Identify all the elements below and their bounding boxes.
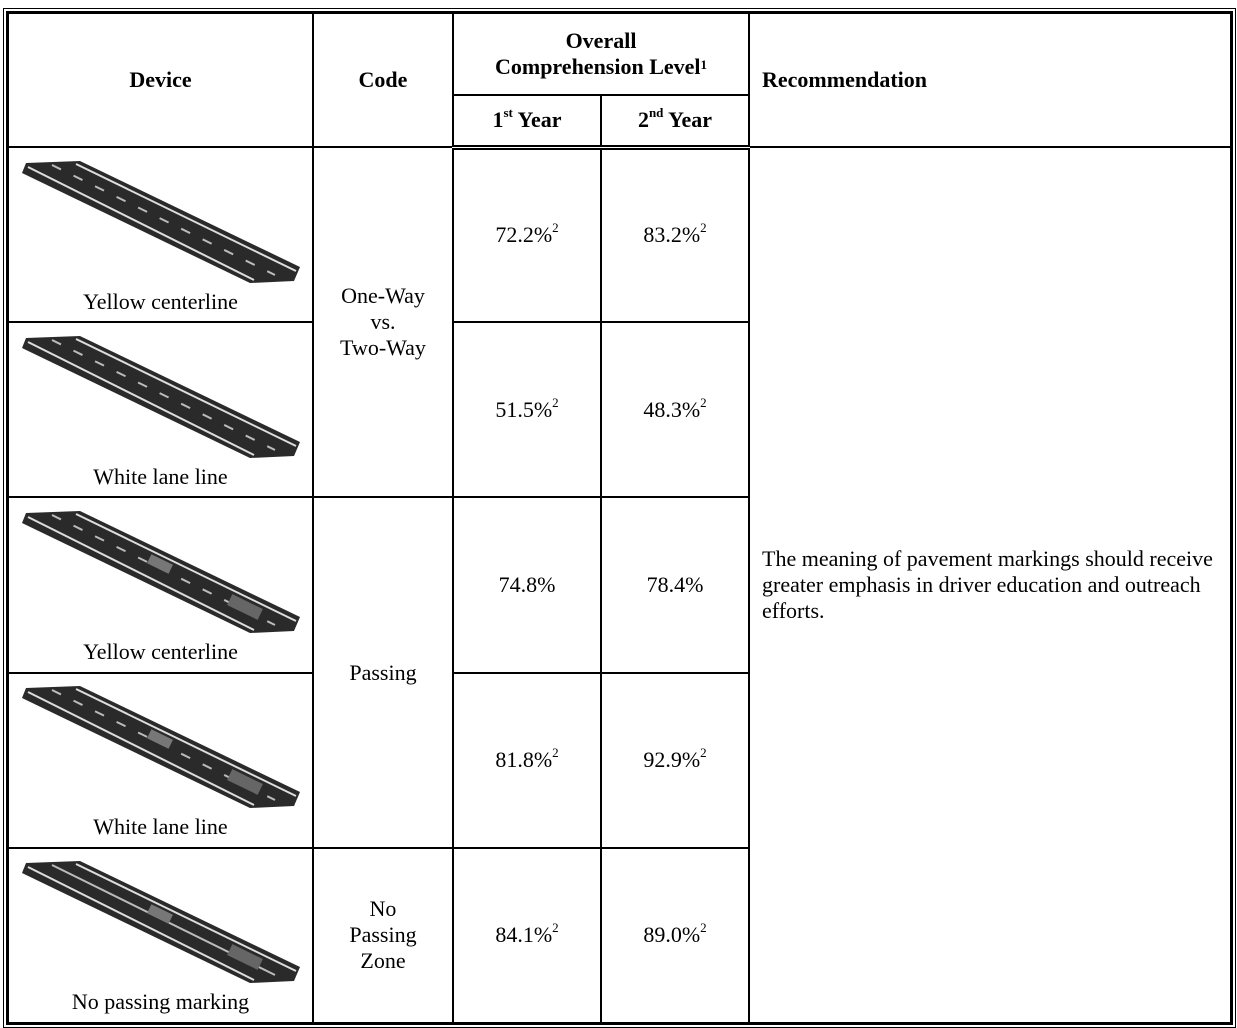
road-edge [75,688,297,798]
vehicle [147,729,173,749]
road-edge [27,516,255,631]
device-cell: White lane line [7,671,314,849]
code-cell: Passing [312,496,454,849]
year2-cell: 89.0%2 [599,846,751,1025]
footnote-mark: 2 [700,394,707,410]
header-code: Code [312,12,454,148]
table-frame: Device Code Overall Comprehension Level1 … [3,8,1236,1028]
footnote-mark: 2 [552,745,559,761]
year-sup: st [503,105,513,121]
percentage: 81.8% [495,747,553,773]
code-cell: No Passing Zone [312,846,454,1025]
percentage: 92.9% [643,747,701,773]
recommendation-cell: The meaning of pavement markings should … [748,146,1232,1024]
road-edge [75,162,297,272]
road-illustration [22,686,300,809]
year2-cell: 83.2%2 [599,145,751,324]
year-sup: nd [648,105,664,121]
road-edge [27,340,255,456]
percentage: 74.8% [498,571,556,597]
percentage: 48.3% [643,396,701,422]
code-line: Two-Way [340,335,426,361]
year1-cell: 51.5%2 [452,321,602,499]
code-cell: One-Way vs. Two-Way [312,145,454,499]
year2-cell: 78.4% [599,496,751,674]
road-illustration [22,861,300,984]
footnote-mark: 2 [700,745,707,761]
comprehension-table: Device Code Overall Comprehension Level1 … [7,12,1232,1025]
code-line: Passing [349,922,417,948]
device-caption: No passing marking [71,989,250,1015]
header-line: Comprehension Level [494,54,701,79]
vehicle [227,769,263,796]
code-line: vs. [370,309,396,335]
device-cell: Yellow centerline [7,496,314,674]
footnote-mark: 2 [700,220,707,236]
footnote-mark: 2 [700,920,707,936]
code-line: One-Way [341,283,425,309]
header-year1: 1st Year [452,94,602,150]
road [22,160,300,283]
device-caption: Yellow centerline [83,288,238,314]
footnote-mark: 2 [552,394,559,410]
percentage: 51.5% [495,396,553,422]
year1-cell: 84.1%2 [452,846,602,1025]
percentage: 78.4% [646,571,704,597]
road-edge [27,866,255,982]
percentage: 83.2% [643,222,701,248]
device-caption: Yellow centerline [83,638,238,664]
year-word: Year [668,107,713,133]
percentage: 84.1% [495,922,553,948]
header-overall: Overall Comprehension Level1 [451,12,751,96]
year1-cell: 74.8% [452,496,602,674]
header-line: Comprehension Level1 [454,54,748,80]
code-line: Passing [349,659,417,685]
vehicle [147,554,173,574]
year2-cell: 92.9%2 [599,671,751,849]
device-caption: White lane line [93,463,228,489]
road [22,335,300,458]
year1-cell: 81.8%2 [452,671,602,849]
road-illustration [22,160,300,283]
header-year2: 2nd Year [599,94,751,150]
year1-cell: 72.2%2 [452,145,602,324]
road-illustration [22,335,300,458]
header-device: Device [7,12,314,148]
code-line: Zone [360,948,406,974]
road-edge [75,863,297,973]
vehicle [227,594,263,620]
year-word: Year [517,107,562,133]
percentage: 89.0% [643,922,701,948]
road-edge [75,513,297,622]
road-edge [75,337,297,447]
road-edge [27,691,255,807]
year-num: 2 [637,107,649,133]
footnote-mark: 1 [700,57,708,72]
vehicle [147,904,173,925]
device-cell: White lane line [7,321,314,499]
device-cell: Yellow centerline [7,145,314,324]
device-cell: No passing marking [7,846,314,1025]
road-edge [27,165,255,281]
year2-cell: 48.3%2 [599,321,751,499]
road-illustration [22,510,300,633]
device-caption: White lane line [93,814,228,840]
code-line: No [369,896,397,922]
year-num: 1 [492,107,504,133]
percentage: 72.2% [495,222,553,248]
header-line: Overall [565,28,637,53]
lane-line [51,163,276,276]
footnote-mark: 2 [552,220,559,236]
lane-line [51,338,276,451]
vehicle [227,944,263,971]
header-recommendation: Recommendation [748,12,1232,148]
footnote-mark: 2 [552,920,559,936]
table-body: Yellow centerline One-Way vs. Two-Way 72.2%2… [7,145,1232,1025]
